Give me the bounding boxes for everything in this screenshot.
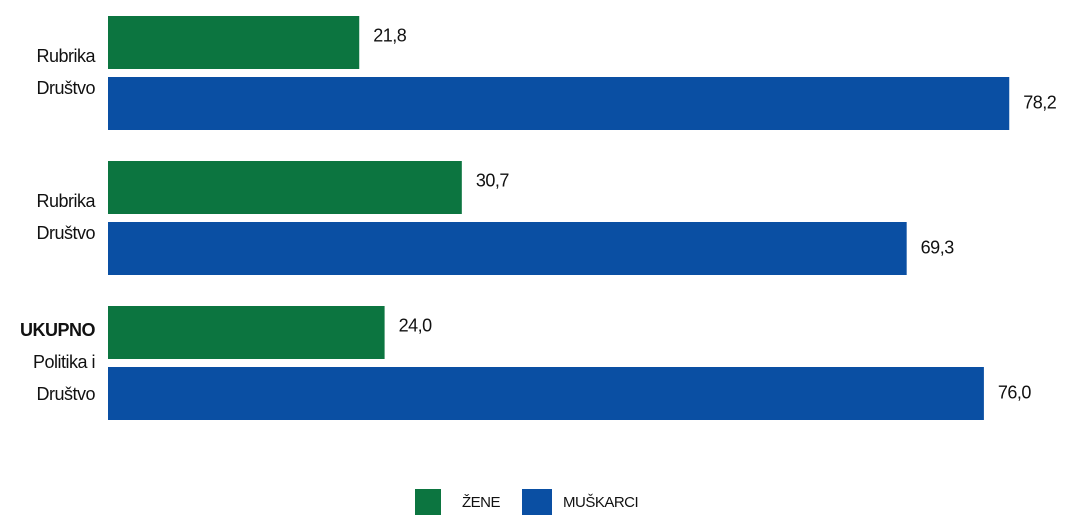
bar xyxy=(108,367,984,420)
value-label: 78,2 xyxy=(1023,92,1057,112)
category-label: Politika i xyxy=(33,352,95,372)
bar xyxy=(108,77,1010,130)
legend-label: MUŠKARCI xyxy=(563,494,638,511)
bar xyxy=(108,161,462,214)
category-label: Društvo xyxy=(36,78,95,98)
legend-label: ŽENE xyxy=(462,494,501,511)
bar xyxy=(108,306,385,359)
bar xyxy=(108,222,907,275)
category-label: UKUPNO xyxy=(20,320,96,340)
value-label: 69,3 xyxy=(921,237,955,257)
legend-swatch xyxy=(415,489,441,515)
category-label: Rubrika xyxy=(36,46,96,66)
category-label: Društvo xyxy=(36,223,95,243)
value-label: 76,0 xyxy=(998,382,1032,402)
category-label: Društvo xyxy=(36,384,95,404)
category-label: Rubrika xyxy=(36,191,96,211)
value-label: 30,7 xyxy=(476,170,510,190)
bar xyxy=(108,16,360,69)
value-label: 24,0 xyxy=(399,315,433,335)
legend-swatch xyxy=(522,489,552,515)
value-label: 21,8 xyxy=(373,25,407,45)
